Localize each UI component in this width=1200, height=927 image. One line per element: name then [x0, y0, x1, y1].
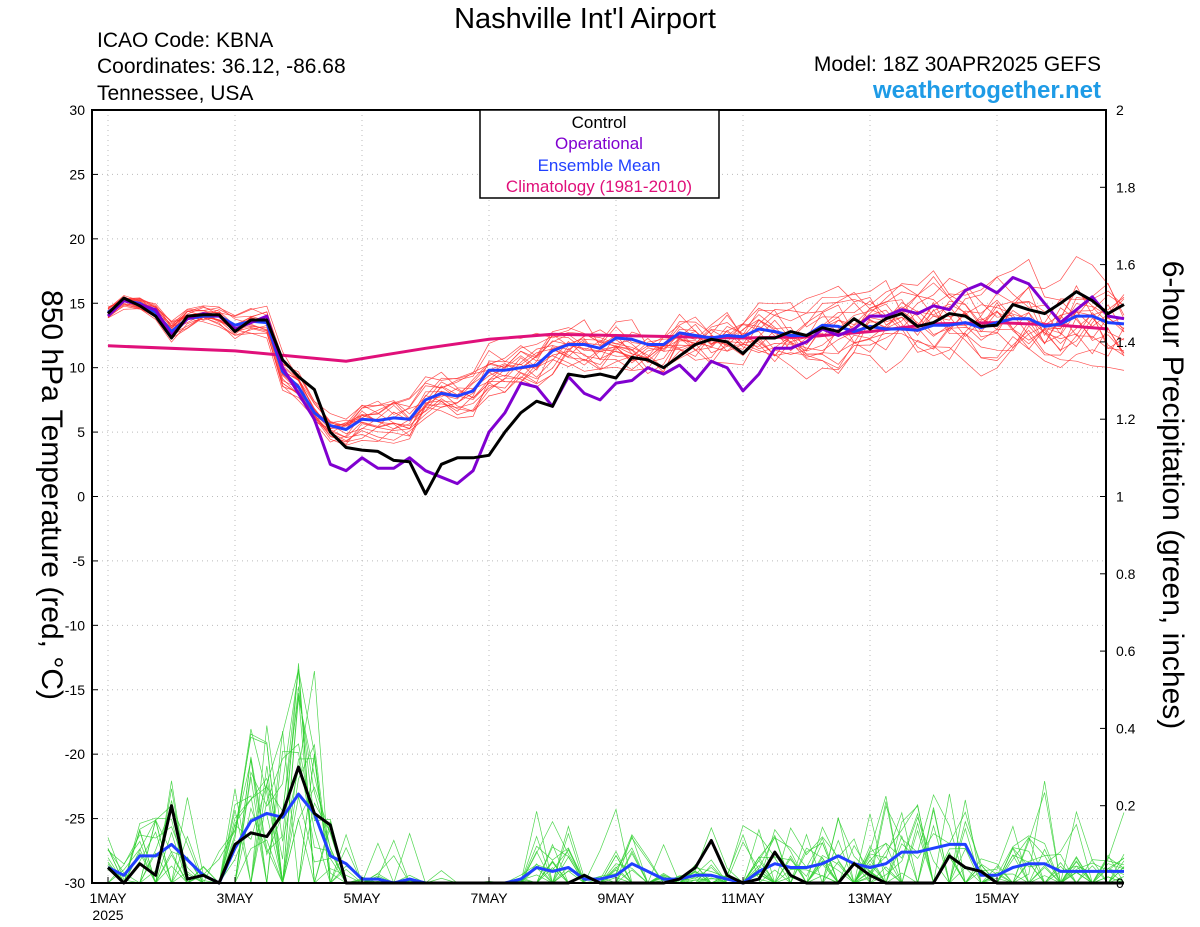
y-tick-label: 20 — [69, 231, 85, 247]
y-tick-label: -20 — [65, 746, 85, 762]
y-tick-label: 30 — [69, 102, 85, 118]
y-tick-label: 0 — [77, 489, 85, 505]
x-tick-label: 3MAY — [216, 890, 254, 906]
coordinates: Coordinates: 36.12, -86.68 — [97, 55, 346, 78]
y-tick-label: 10 — [69, 360, 85, 376]
y2-tick-label: 1.2 — [1116, 411, 1136, 427]
y-tick-label: 5 — [77, 424, 85, 440]
location: Tennessee, USA — [97, 82, 253, 105]
temp-control-line — [106, 290, 1125, 496]
y2-tick-label: 0.6 — [1116, 643, 1136, 659]
legend-climatology: Climatology (1981-2010) — [506, 177, 692, 196]
legend-control: Control — [572, 113, 627, 132]
grid-lines — [92, 110, 1106, 883]
y2-tick-label: 0.8 — [1116, 566, 1136, 582]
y2-tick-label: 1.6 — [1116, 257, 1136, 273]
x-tick-label: 13MAY — [848, 890, 894, 906]
y-tick-label: 25 — [69, 166, 85, 182]
y2-tick-label: 0 — [1116, 875, 1124, 891]
chart-title: Nashville Int'l Airport — [454, 3, 716, 35]
y2-tick-label: 1 — [1116, 489, 1124, 505]
temp-member-lines — [107, 256, 1125, 446]
precip-member-line — [108, 781, 1125, 884]
icao-code: ICAO Code: KBNA — [97, 29, 273, 52]
temp-member-line — [107, 277, 1125, 429]
x-tick-label: 1MAY — [89, 890, 127, 906]
y-tick-label: -30 — [65, 875, 85, 891]
y-tick-label: -5 — [73, 553, 86, 569]
precip-member-line — [108, 756, 1125, 885]
y2-tick-label: 1.4 — [1116, 334, 1136, 350]
precip-ensemble-mean-line — [107, 792, 1124, 885]
x-tick-label: 11MAY — [721, 890, 765, 906]
x-tick-year: 2025 — [92, 907, 123, 923]
temp-member-line — [107, 298, 1125, 420]
legend: Control Operational Ensemble Mean Climat… — [479, 109, 720, 199]
legend-operational: Operational — [555, 134, 643, 153]
precip-member-line — [108, 669, 1125, 884]
x-tick-label: 9MAY — [597, 890, 635, 906]
x-tick-label: 5MAY — [343, 890, 381, 906]
y-tick-label: -10 — [65, 617, 85, 633]
precip-member-line — [107, 728, 1125, 884]
temp-member-line — [107, 256, 1125, 428]
legend-box — [479, 109, 720, 199]
temp-member-line — [107, 276, 1125, 442]
model-run: Model: 18Z 30APR2025 GEFS — [814, 53, 1101, 76]
x-tick-label: 15MAY — [975, 890, 1021, 906]
temp-member-line — [107, 298, 1125, 437]
y-tick-label: 15 — [69, 295, 85, 311]
legend-ensemble-mean: Ensemble Mean — [538, 156, 661, 175]
y2-tick-label: 2 — [1116, 102, 1124, 118]
y2-axis-label: 6-hour Precipitation (green, inches) — [1156, 261, 1189, 730]
y2-tick-label: 1.8 — [1116, 179, 1136, 195]
y-tick-label: -15 — [65, 682, 85, 698]
temp-member-line — [107, 292, 1125, 435]
y2-tick-label: 0.4 — [1116, 720, 1136, 736]
temp-member-line — [107, 285, 1125, 443]
y-axis-label: 850 hPa Temperature (red, °C) — [35, 290, 68, 700]
plot-frame — [91, 109, 1107, 884]
y2-tick-label: 0.2 — [1116, 798, 1136, 814]
axis-ticks: 302520151050-5-10-15-20-25-3021.81.61.41… — [65, 102, 1136, 923]
temp-member-line — [107, 270, 1125, 427]
site-link[interactable]: weathertogether.net — [872, 77, 1101, 104]
temp-member-line — [107, 287, 1125, 430]
x-tick-label: 7MAY — [470, 890, 508, 906]
y-tick-label: -25 — [65, 811, 85, 827]
